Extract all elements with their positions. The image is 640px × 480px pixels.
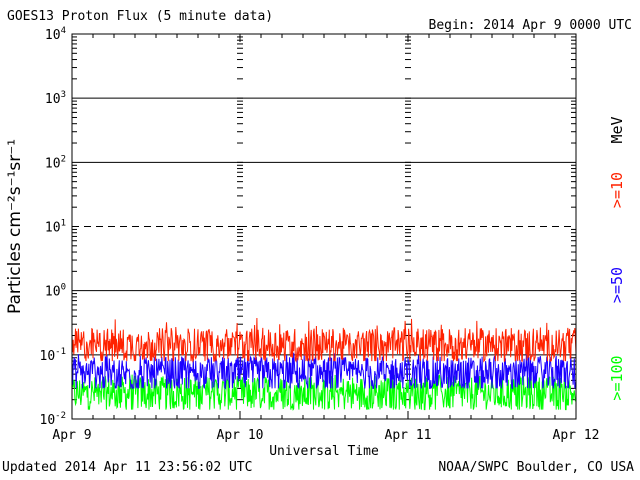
plot-grid [71, 34, 577, 420]
legend-entry: >=100 [608, 355, 626, 400]
legend-entry: >=10 [608, 172, 626, 208]
plot-frame [71, 33, 577, 420]
series-layer [71, 317, 577, 411]
y-axis-label: Particles cm⁻²s⁻¹sr⁻¹ [5, 139, 25, 314]
chart-title: GOES13 Proton Flux (5 minute data) [7, 9, 274, 24]
x-tick-label: Apr 9 [52, 428, 91, 443]
x-tick-label: Apr 10 [217, 428, 264, 443]
updated-time: Updated 2014 Apr 11 23:56:02 UTC [2, 460, 253, 475]
credit-text: NOAA/SWPC Boulder, CO USA [438, 460, 634, 475]
x-tick-label: Apr 11 [385, 428, 432, 443]
x-tick-labels: Apr 9 Apr 10 Apr 11 Apr 12 [52, 428, 599, 443]
x-axis-label: Universal Time [269, 444, 379, 459]
y-tick-label: 104 [45, 26, 66, 43]
series-line-50 [71, 352, 577, 390]
legend-entry: >=50 [608, 267, 626, 303]
y-tick-label: 10-2 [40, 411, 67, 428]
y-tick-label: 102 [45, 154, 66, 171]
y-tick-label: 101 [45, 219, 66, 236]
y-tick-label: 103 [45, 90, 66, 107]
y-tick-label: 100 [45, 283, 66, 300]
y-tick-labels: 10-2 10-1 100 101 102 103 104 [40, 26, 67, 428]
x-tick-label: Apr 12 [553, 428, 600, 443]
series-line-10 [71, 317, 577, 363]
begin-time: Begin: 2014 Apr 9 0000 UTC [428, 18, 633, 33]
energy-unit-label: MeV [608, 116, 626, 143]
y-tick-label: 10-1 [40, 347, 67, 364]
energy-legend: MeV >=10 >=50 >=100 [608, 116, 626, 400]
